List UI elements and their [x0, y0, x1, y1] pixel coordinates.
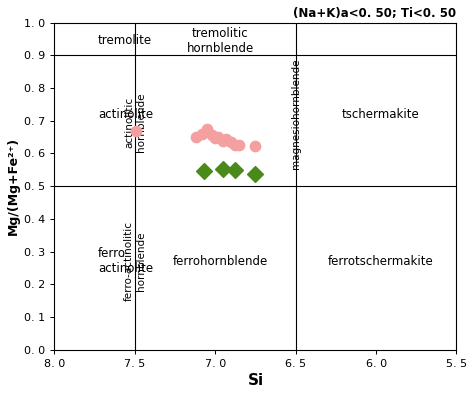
Text: actinolite: actinolite	[98, 108, 153, 120]
Point	[192, 134, 200, 140]
Point	[231, 142, 238, 149]
Text: ferrotschermakite: ferrotschermakite	[328, 255, 434, 268]
Point	[228, 139, 235, 145]
Point	[208, 132, 216, 139]
Point	[223, 135, 230, 142]
Text: ferro-
actinolite: ferro- actinolite	[98, 248, 153, 275]
Text: (Na+K)a<0. 50; Ti<0. 50: (Na+K)a<0. 50; Ti<0. 50	[293, 7, 456, 20]
Point	[133, 127, 140, 134]
Text: tremolite: tremolite	[98, 34, 152, 47]
X-axis label: Si: Si	[247, 373, 264, 388]
Text: ferrohornblende: ferrohornblende	[173, 255, 268, 268]
Point	[211, 135, 219, 141]
Point	[215, 134, 222, 140]
Text: ferro-actinolitic
hornblende: ferro-actinolitic hornblende	[124, 222, 146, 301]
Text: tschermakite: tschermakite	[342, 108, 420, 120]
Y-axis label: Mg/(Mg+Fe²⁺): Mg/(Mg+Fe²⁺)	[7, 137, 20, 235]
Point	[252, 143, 259, 149]
Point	[252, 171, 259, 177]
Text: tremolitic
hornblende: tremolitic hornblende	[186, 26, 254, 55]
Point	[203, 126, 211, 132]
Point	[219, 166, 227, 172]
Point	[199, 131, 206, 137]
Text: actinolitic
hornblende: actinolitic hornblende	[124, 92, 146, 152]
Point	[200, 168, 208, 175]
Point	[219, 138, 227, 144]
Text: magnesiohornblende: magnesiohornblende	[291, 59, 301, 169]
Point	[231, 167, 238, 174]
Point	[236, 142, 243, 149]
